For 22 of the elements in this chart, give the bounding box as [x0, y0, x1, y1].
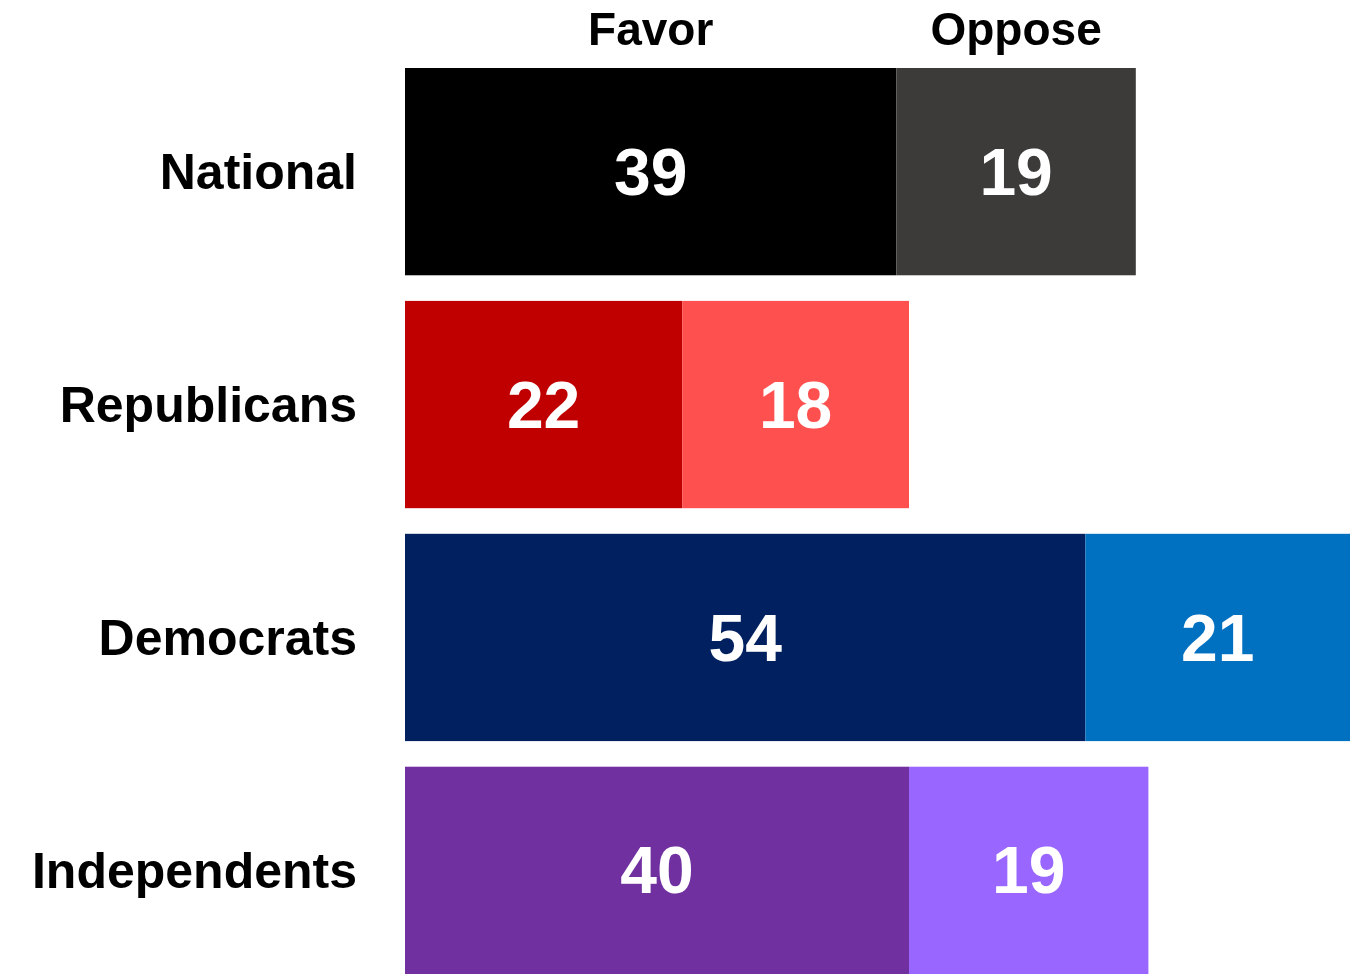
data-label: 19 — [979, 134, 1053, 209]
bar — [909, 766, 1149, 974]
data-label: 22 — [506, 367, 581, 442]
data-label: 40 — [620, 833, 694, 908]
bar — [1085, 533, 1350, 742]
bar — [682, 300, 909, 509]
series-label: Oppose — [930, 3, 1102, 55]
data-label: 54 — [708, 600, 783, 675]
data-label: 18 — [758, 367, 833, 442]
data-label: 21 — [1180, 600, 1255, 675]
series-label: Favor — [588, 3, 714, 55]
data-label: 19 — [991, 833, 1066, 908]
bar — [405, 300, 683, 509]
bar — [405, 766, 909, 974]
bar — [405, 533, 1086, 742]
bar — [405, 68, 897, 276]
y-tick-label: National — [159, 144, 357, 201]
y-tick-label: Republicans — [59, 377, 357, 434]
bar — [896, 68, 1136, 276]
y-tick-label: Independents — [31, 842, 357, 899]
data-label: 39 — [613, 134, 688, 209]
y-tick-label: Democrats — [98, 609, 357, 666]
